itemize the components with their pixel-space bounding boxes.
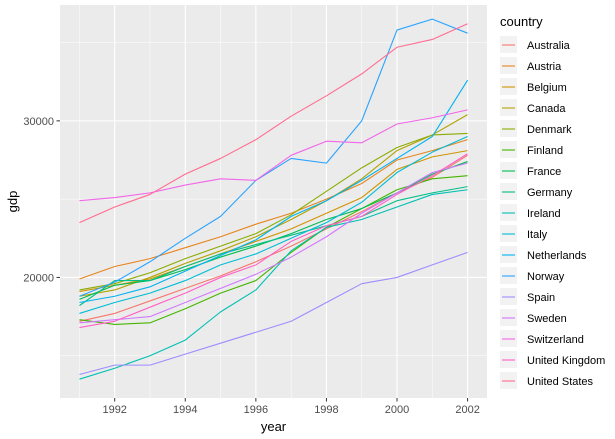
series-line-norway [79,18,468,297]
series-line-united-kingdom [79,153,468,329]
series-line-netherlands [79,79,469,304]
legend-label-ireland: Ireland [527,208,561,220]
series-line-finland [79,175,468,325]
legend-label-united-states: United States [527,376,594,388]
x-tick-label: 1994 [173,404,197,416]
legend-label-germany: Germany [527,187,573,199]
legend-label-finland: Finland [527,145,563,157]
legend-label-italy: Italy [527,229,548,241]
legend-label-switzerland: Switzerland [527,334,584,346]
series-line-austria [79,139,468,280]
legend-label-australia: Australia [527,40,571,52]
legend-label-canada: Canada [527,103,566,115]
legend-label-netherlands: Netherlands [527,250,587,262]
series-line-sweden [79,162,468,324]
series-lines [79,18,469,380]
series-line-ireland [79,189,468,380]
x-tick-label: 2002 [455,404,479,416]
y-tick-label: 30000 [23,116,54,128]
y-axis: 20000 30000 [23,116,60,284]
legend-label-france: France [527,166,561,178]
series-line-spain [79,251,468,376]
series-line-italy [79,136,468,314]
legend-label-united-kingdom: United Kingdom [527,355,605,367]
x-tick-label: 1996 [244,404,268,416]
x-tick-label: 1998 [314,404,338,416]
legend-label-spain: Spain [527,292,555,304]
y-tick-label: 20000 [23,272,54,284]
grid-major [60,5,487,398]
legend-label-austria: Austria [527,61,562,73]
series-line-switzerland [79,109,468,202]
legend: country Australia Austria Belgium Canada Den… [500,14,605,389]
series-line-germany [79,186,468,307]
x-tick-label: 2000 [385,404,409,416]
y-axis-title: gdp [5,191,20,213]
legend-label-sweden: Sweden [527,313,567,325]
legend-label-denmark: Denmark [527,124,572,136]
x-axis: 1992 1994 1996 1998 2000 2002 [102,398,480,416]
plot-panel [60,5,487,398]
x-tick-label: 1992 [102,404,126,416]
legend-title: country [500,14,543,29]
x-axis-title: year [261,419,287,434]
series-line-denmark [79,132,468,291]
legend-label-belgium: Belgium [527,82,567,94]
series-line-united-states [79,23,468,224]
legend-label-norway: Norway [527,271,565,283]
